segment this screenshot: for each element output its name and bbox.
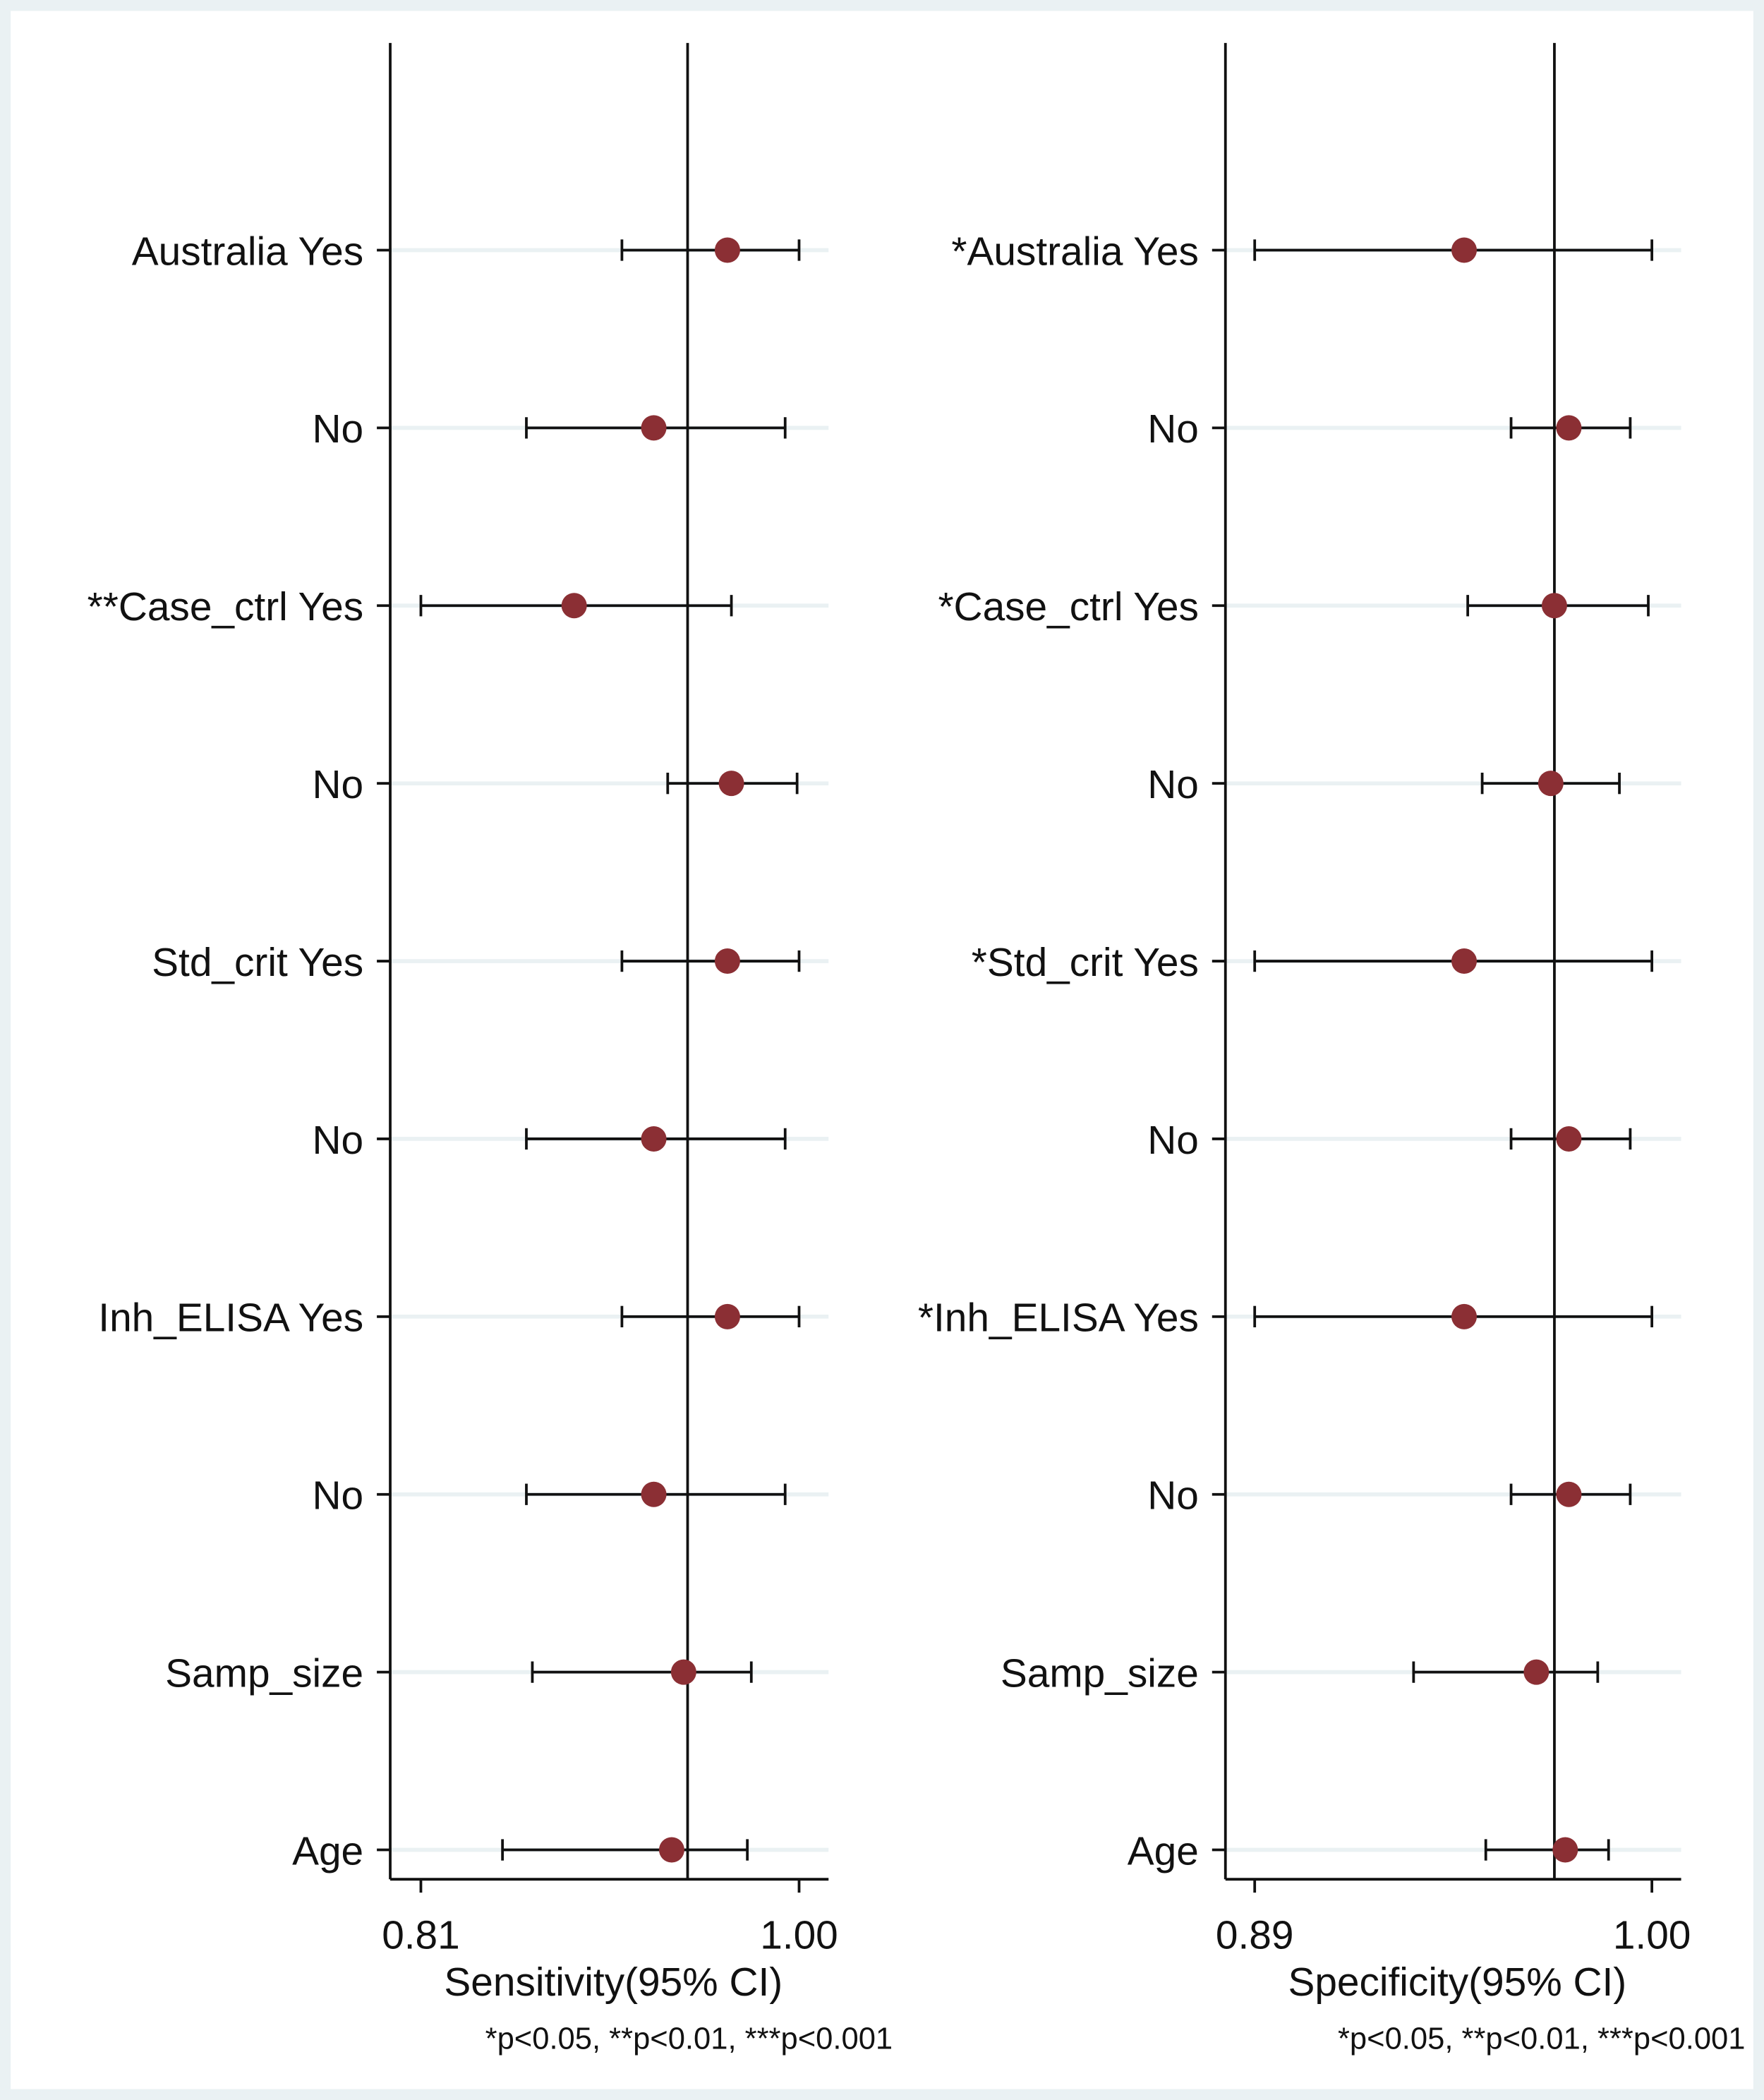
- point-estimate: [714, 1303, 740, 1329]
- point-estimate: [718, 771, 744, 797]
- x-axis-title: Specificity(95% CI): [1288, 1960, 1626, 2005]
- point-estimate: [714, 948, 740, 974]
- point-estimate: [1451, 1303, 1478, 1329]
- y-tick-label: No: [1147, 1474, 1199, 1519]
- y-tick-label: No: [313, 1118, 364, 1163]
- point-estimate: [561, 593, 587, 619]
- point-estimate: [1541, 593, 1567, 619]
- y-tick-label: *Inh_ELISA Yes: [918, 1296, 1199, 1341]
- y-tick-label: Samp_size: [1001, 1651, 1199, 1696]
- point-estimate: [641, 415, 667, 441]
- point-estimate: [670, 1659, 696, 1685]
- point-estimate: [714, 237, 740, 263]
- point-estimate: [1523, 1659, 1549, 1685]
- x-tick-label: 0.89: [1216, 1914, 1294, 1958]
- point-estimate: [1538, 771, 1564, 797]
- y-tick-label: Age: [292, 1829, 363, 1873]
- point-estimate: [1556, 415, 1582, 441]
- y-tick-label: Samp_size: [165, 1651, 363, 1696]
- y-tick-label: No: [313, 407, 364, 452]
- y-tick-label: Inh_ELISA Yes: [98, 1296, 363, 1341]
- y-tick-label: *Case_ctrl Yes: [938, 585, 1198, 629]
- y-tick-label: **Case_ctrl Yes: [87, 585, 364, 629]
- point-estimate: [1552, 1837, 1578, 1863]
- footnote: *p<0.05, **p<0.01, ***p<0.001: [485, 2022, 893, 2056]
- y-tick-label: No: [1147, 763, 1199, 807]
- y-tick-label: No: [313, 763, 364, 807]
- point-estimate: [641, 1481, 667, 1507]
- point-estimate: [1451, 948, 1478, 974]
- x-tick-label: 1.00: [1613, 1914, 1691, 1958]
- footnote: *p<0.05, **p<0.01, ***p<0.001: [1338, 2022, 1746, 2056]
- point-estimate: [658, 1837, 684, 1863]
- x-axis-title: Sensitivity(95% CI): [444, 1960, 783, 2005]
- point-estimate: [1451, 237, 1478, 263]
- x-tick-label: 0.81: [382, 1914, 460, 1958]
- point-estimate: [1556, 1126, 1582, 1152]
- y-tick-label: Australia Yes: [132, 229, 363, 274]
- y-tick-label: No: [1147, 407, 1199, 452]
- y-tick-label: Age: [1128, 1829, 1199, 1873]
- y-tick-label: No: [313, 1474, 364, 1519]
- y-tick-label: *Std_crit Yes: [972, 941, 1199, 985]
- point-estimate: [641, 1126, 667, 1152]
- y-tick-label: Std_crit Yes: [152, 941, 363, 985]
- y-tick-label: *Australia Yes: [951, 229, 1198, 274]
- x-tick-label: 1.00: [760, 1914, 838, 1958]
- point-estimate: [1556, 1481, 1582, 1507]
- y-tick-label: No: [1147, 1118, 1199, 1163]
